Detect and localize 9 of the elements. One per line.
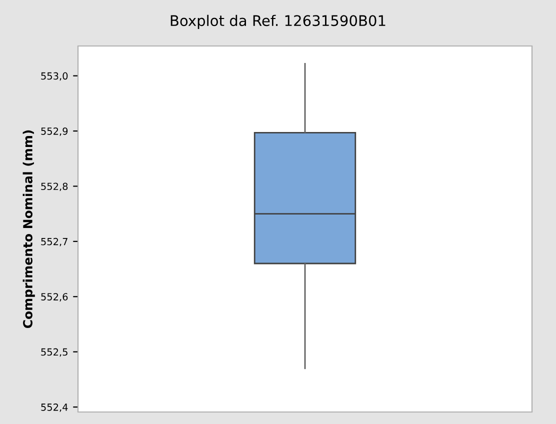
y-tick-label: 553,0 [41, 72, 68, 81]
y-tick-label: 552,7 [41, 238, 68, 246]
y-tick-label: 552,9 [41, 127, 68, 136]
y-tick-label: 552,5 [41, 348, 68, 357]
y-tick-label: 552,6 [41, 293, 68, 302]
y-tick-label: 552,4 [41, 404, 68, 412]
chart-title: Boxplot da Ref. 12631590B01 [170, 14, 386, 29]
y-tick-label: 552,8 [41, 182, 68, 192]
y-axis-title: Comprimento Nominal (mm) [22, 130, 35, 328]
